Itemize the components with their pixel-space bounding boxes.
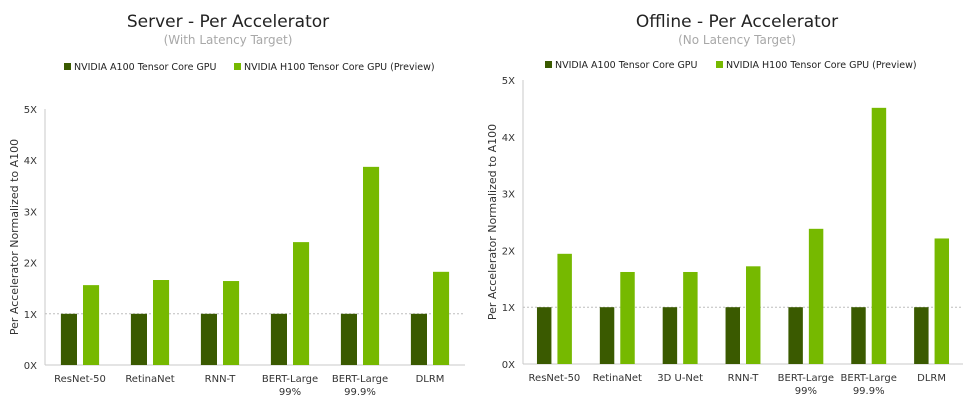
chart-offline: Offline - Per Accelerator(No Latency Tar… xyxy=(486,12,963,397)
y-tick-label: 4X xyxy=(24,156,37,167)
y-tick-label: 3X xyxy=(502,190,515,201)
bar-h100 xyxy=(746,266,761,364)
legend-label: NVIDIA A100 Tensor Core GPU xyxy=(555,60,698,71)
chart-subtitle: (With Latency Target) xyxy=(164,33,293,47)
x-tick-label: ResNet-50 xyxy=(529,373,581,384)
chart-subtitle: (No Latency Target) xyxy=(678,33,796,47)
x-tick-label: ResNet-50 xyxy=(54,374,106,385)
bar-a100 xyxy=(851,307,866,364)
x-tick-label: DLRM xyxy=(416,374,445,385)
x-tick-label: RNN-T xyxy=(728,373,760,384)
bar-a100 xyxy=(788,307,803,364)
bar-h100 xyxy=(808,228,824,364)
y-tick-label: 5X xyxy=(24,105,37,116)
y-tick-label: 3X xyxy=(24,207,37,218)
legend-swatch xyxy=(716,61,723,68)
x-tick-label: RetinaNet xyxy=(125,374,174,385)
x-tick-label: BERT-Large xyxy=(841,373,897,384)
bar-h100 xyxy=(293,242,310,365)
legend-label: NVIDIA A100 Tensor Core GPU xyxy=(74,62,217,73)
x-tick-label: 99.9% xyxy=(344,387,376,398)
chart-title: Offline - Per Accelerator xyxy=(636,12,838,32)
x-tick-label: 99% xyxy=(795,386,817,397)
bar-h100 xyxy=(363,166,380,365)
bar-a100 xyxy=(725,307,740,364)
y-axis-label: Per Accelerator Normalized to A100 xyxy=(8,139,21,335)
x-tick-label: BERT-Large xyxy=(778,373,834,384)
legend-swatch xyxy=(545,61,552,68)
bar-h100 xyxy=(934,238,950,364)
legend-swatch xyxy=(234,63,241,70)
bar-a100 xyxy=(200,313,217,365)
chart-title: Server - Per Accelerator xyxy=(127,12,329,32)
y-tick-label: 2X xyxy=(502,246,515,257)
bar-a100 xyxy=(536,307,552,364)
bar-a100 xyxy=(340,313,357,365)
bar-h100 xyxy=(683,271,698,364)
bar-a100 xyxy=(914,307,929,364)
x-tick-label: 99.9% xyxy=(853,386,885,397)
y-tick-label: 5X xyxy=(502,76,515,87)
y-axis-label: Per Accelerator Normalized to A100 xyxy=(486,124,499,320)
legend-swatch xyxy=(64,63,71,70)
x-tick-label: RNN-T xyxy=(205,374,237,385)
bar-h100 xyxy=(433,271,450,365)
bar-h100 xyxy=(620,271,635,364)
y-tick-label: 1X xyxy=(502,303,515,314)
x-tick-label: 99% xyxy=(279,387,301,398)
x-tick-label: RetinaNet xyxy=(593,373,642,384)
bar-a100 xyxy=(410,313,427,365)
y-tick-label: 0X xyxy=(24,361,37,372)
bar-h100 xyxy=(557,253,572,364)
bar-a100 xyxy=(599,307,615,364)
bar-h100 xyxy=(153,280,170,365)
bar-h100 xyxy=(871,107,887,364)
x-tick-label: 3D U-Net xyxy=(657,373,703,384)
legend-label: NVIDIA H100 Tensor Core GPU (Preview) xyxy=(726,60,917,71)
bar-a100 xyxy=(130,313,147,365)
y-tick-label: 1X xyxy=(24,310,37,321)
y-tick-label: 2X xyxy=(24,259,37,270)
x-tick-label: DLRM xyxy=(917,373,946,384)
chart-server: Server - Per Accelerator(With Latency Ta… xyxy=(8,12,465,398)
x-tick-label: BERT-Large xyxy=(262,374,318,385)
x-tick-label: BERT-Large xyxy=(332,374,388,385)
y-tick-label: 0X xyxy=(502,360,515,371)
bar-a100 xyxy=(270,313,287,365)
legend-label: NVIDIA H100 Tensor Core GPU (Preview) xyxy=(244,62,435,73)
bar-a100 xyxy=(662,307,678,364)
bar-h100 xyxy=(223,281,240,365)
bar-h100 xyxy=(83,285,100,365)
bar-a100 xyxy=(60,313,77,365)
y-tick-label: 4X xyxy=(502,133,515,144)
